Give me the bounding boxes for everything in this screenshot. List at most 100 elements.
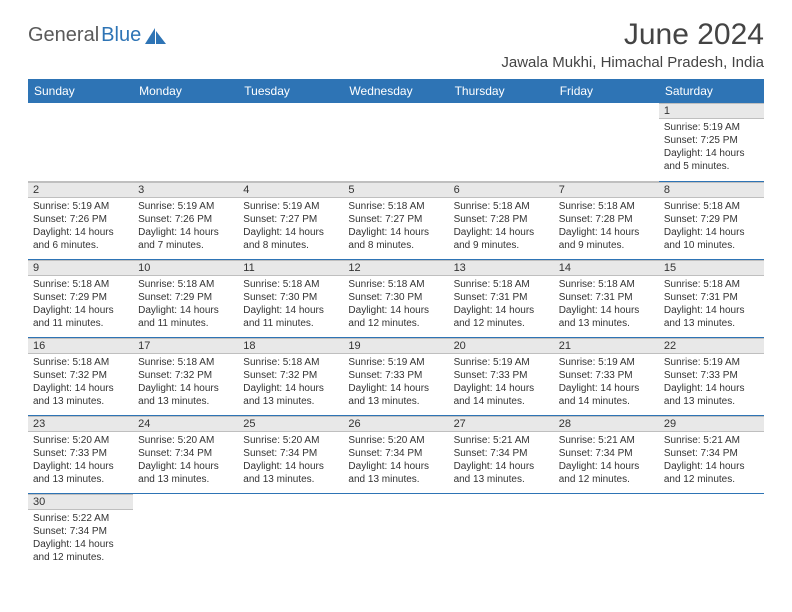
calendar-cell bbox=[343, 493, 448, 571]
month-title: June 2024 bbox=[501, 18, 764, 52]
day-number: 8 bbox=[659, 182, 764, 198]
calendar-cell: 21Sunrise: 5:19 AMSunset: 7:33 PMDayligh… bbox=[554, 337, 659, 415]
sunset-text: Sunset: 7:34 PM bbox=[454, 447, 549, 460]
sunset-text: Sunset: 7:34 PM bbox=[138, 447, 233, 460]
daylight-text: Daylight: 14 hours and 10 minutes. bbox=[664, 226, 759, 252]
daylight-text: Daylight: 14 hours and 8 minutes. bbox=[243, 226, 338, 252]
sunset-text: Sunset: 7:34 PM bbox=[664, 447, 759, 460]
daylight-text: Daylight: 14 hours and 13 minutes. bbox=[348, 382, 443, 408]
sunrise-text: Sunrise: 5:20 AM bbox=[33, 434, 128, 447]
day-number: 2 bbox=[28, 182, 133, 198]
sunset-text: Sunset: 7:34 PM bbox=[243, 447, 338, 460]
day-body: Sunrise: 5:19 AMSunset: 7:26 PMDaylight:… bbox=[133, 198, 238, 256]
calendar-table: Sunday Monday Tuesday Wednesday Thursday… bbox=[28, 79, 764, 571]
calendar-body: 1Sunrise: 5:19 AMSunset: 7:25 PMDaylight… bbox=[28, 103, 764, 571]
day-body: Sunrise: 5:18 AMSunset: 7:30 PMDaylight:… bbox=[238, 276, 343, 334]
calendar-cell: 8Sunrise: 5:18 AMSunset: 7:29 PMDaylight… bbox=[659, 181, 764, 259]
calendar-cell: 11Sunrise: 5:18 AMSunset: 7:30 PMDayligh… bbox=[238, 259, 343, 337]
sunset-text: Sunset: 7:30 PM bbox=[348, 291, 443, 304]
day-body: Sunrise: 5:18 AMSunset: 7:27 PMDaylight:… bbox=[343, 198, 448, 256]
sunset-text: Sunset: 7:28 PM bbox=[559, 213, 654, 226]
sunset-text: Sunset: 7:29 PM bbox=[33, 291, 128, 304]
daylight-text: Daylight: 14 hours and 13 minutes. bbox=[33, 382, 128, 408]
daylight-text: Daylight: 14 hours and 12 minutes. bbox=[348, 304, 443, 330]
sunrise-text: Sunrise: 5:19 AM bbox=[33, 200, 128, 213]
sunset-text: Sunset: 7:31 PM bbox=[454, 291, 549, 304]
sunrise-text: Sunrise: 5:18 AM bbox=[348, 200, 443, 213]
sunset-text: Sunset: 7:33 PM bbox=[454, 369, 549, 382]
sunset-text: Sunset: 7:34 PM bbox=[559, 447, 654, 460]
day-number: 27 bbox=[449, 416, 554, 432]
day-body: Sunrise: 5:18 AMSunset: 7:32 PMDaylight:… bbox=[133, 354, 238, 412]
day-number: 23 bbox=[28, 416, 133, 432]
sunset-text: Sunset: 7:33 PM bbox=[33, 447, 128, 460]
sunrise-text: Sunrise: 5:18 AM bbox=[664, 278, 759, 291]
calendar-cell: 9Sunrise: 5:18 AMSunset: 7:29 PMDaylight… bbox=[28, 259, 133, 337]
day-body: Sunrise: 5:18 AMSunset: 7:31 PMDaylight:… bbox=[659, 276, 764, 334]
day-body: Sunrise: 5:18 AMSunset: 7:29 PMDaylight:… bbox=[659, 198, 764, 256]
sunrise-text: Sunrise: 5:18 AM bbox=[664, 200, 759, 213]
calendar-cell bbox=[554, 103, 659, 181]
sunset-text: Sunset: 7:27 PM bbox=[348, 213, 443, 226]
daylight-text: Daylight: 14 hours and 11 minutes. bbox=[33, 304, 128, 330]
sunset-text: Sunset: 7:33 PM bbox=[664, 369, 759, 382]
day-body: Sunrise: 5:18 AMSunset: 7:28 PMDaylight:… bbox=[554, 198, 659, 256]
daylight-text: Daylight: 14 hours and 13 minutes. bbox=[454, 460, 549, 486]
title-block: June 2024 Jawala Mukhi, Himachal Pradesh… bbox=[501, 18, 764, 71]
calendar-cell bbox=[449, 103, 554, 181]
weekday-monday: Monday bbox=[133, 79, 238, 103]
calendar-cell: 4Sunrise: 5:19 AMSunset: 7:27 PMDaylight… bbox=[238, 181, 343, 259]
sunset-text: Sunset: 7:32 PM bbox=[33, 369, 128, 382]
sunset-text: Sunset: 7:27 PM bbox=[243, 213, 338, 226]
sail-icon bbox=[145, 28, 167, 44]
day-number: 22 bbox=[659, 338, 764, 354]
sunrise-text: Sunrise: 5:20 AM bbox=[243, 434, 338, 447]
sunset-text: Sunset: 7:31 PM bbox=[664, 291, 759, 304]
calendar-cell: 15Sunrise: 5:18 AMSunset: 7:31 PMDayligh… bbox=[659, 259, 764, 337]
day-number: 14 bbox=[554, 260, 659, 276]
calendar-cell: 19Sunrise: 5:19 AMSunset: 7:33 PMDayligh… bbox=[343, 337, 448, 415]
day-body: Sunrise: 5:18 AMSunset: 7:29 PMDaylight:… bbox=[28, 276, 133, 334]
sunrise-text: Sunrise: 5:18 AM bbox=[138, 278, 233, 291]
calendar-cell: 25Sunrise: 5:20 AMSunset: 7:34 PMDayligh… bbox=[238, 415, 343, 493]
sunrise-text: Sunrise: 5:18 AM bbox=[33, 356, 128, 369]
daylight-text: Daylight: 14 hours and 12 minutes. bbox=[559, 460, 654, 486]
sunset-text: Sunset: 7:32 PM bbox=[138, 369, 233, 382]
day-body: Sunrise: 5:20 AMSunset: 7:34 PMDaylight:… bbox=[238, 432, 343, 490]
calendar-cell: 1Sunrise: 5:19 AMSunset: 7:25 PMDaylight… bbox=[659, 103, 764, 181]
day-number: 29 bbox=[659, 416, 764, 432]
sunrise-text: Sunrise: 5:19 AM bbox=[664, 356, 759, 369]
weekday-saturday: Saturday bbox=[659, 79, 764, 103]
sunrise-text: Sunrise: 5:22 AM bbox=[33, 512, 128, 525]
sunrise-text: Sunrise: 5:19 AM bbox=[348, 356, 443, 369]
calendar-cell: 13Sunrise: 5:18 AMSunset: 7:31 PMDayligh… bbox=[449, 259, 554, 337]
calendar-cell: 5Sunrise: 5:18 AMSunset: 7:27 PMDaylight… bbox=[343, 181, 448, 259]
day-body: Sunrise: 5:19 AMSunset: 7:33 PMDaylight:… bbox=[449, 354, 554, 412]
day-body: Sunrise: 5:18 AMSunset: 7:31 PMDaylight:… bbox=[449, 276, 554, 334]
sunrise-text: Sunrise: 5:18 AM bbox=[559, 278, 654, 291]
sunrise-text: Sunrise: 5:18 AM bbox=[243, 356, 338, 369]
weekday-tuesday: Tuesday bbox=[238, 79, 343, 103]
day-body: Sunrise: 5:18 AMSunset: 7:32 PMDaylight:… bbox=[28, 354, 133, 412]
sunrise-text: Sunrise: 5:18 AM bbox=[33, 278, 128, 291]
daylight-text: Daylight: 14 hours and 12 minutes. bbox=[664, 460, 759, 486]
calendar-cell: 26Sunrise: 5:20 AMSunset: 7:34 PMDayligh… bbox=[343, 415, 448, 493]
sunset-text: Sunset: 7:33 PM bbox=[559, 369, 654, 382]
daylight-text: Daylight: 14 hours and 12 minutes. bbox=[454, 304, 549, 330]
calendar-cell bbox=[238, 493, 343, 571]
calendar-cell: 23Sunrise: 5:20 AMSunset: 7:33 PMDayligh… bbox=[28, 415, 133, 493]
sunrise-text: Sunrise: 5:18 AM bbox=[138, 356, 233, 369]
weekday-wednesday: Wednesday bbox=[343, 79, 448, 103]
calendar-cell: 14Sunrise: 5:18 AMSunset: 7:31 PMDayligh… bbox=[554, 259, 659, 337]
sunrise-text: Sunrise: 5:19 AM bbox=[138, 200, 233, 213]
sunrise-text: Sunrise: 5:18 AM bbox=[348, 278, 443, 291]
day-number: 19 bbox=[343, 338, 448, 354]
logo: General Blue bbox=[28, 24, 167, 47]
sunrise-text: Sunrise: 5:21 AM bbox=[664, 434, 759, 447]
sunrise-text: Sunrise: 5:18 AM bbox=[559, 200, 654, 213]
sunrise-text: Sunrise: 5:21 AM bbox=[559, 434, 654, 447]
calendar-row: 30Sunrise: 5:22 AMSunset: 7:34 PMDayligh… bbox=[28, 493, 764, 571]
daylight-text: Daylight: 14 hours and 12 minutes. bbox=[33, 538, 128, 564]
daylight-text: Daylight: 14 hours and 11 minutes. bbox=[138, 304, 233, 330]
calendar-cell bbox=[343, 103, 448, 181]
